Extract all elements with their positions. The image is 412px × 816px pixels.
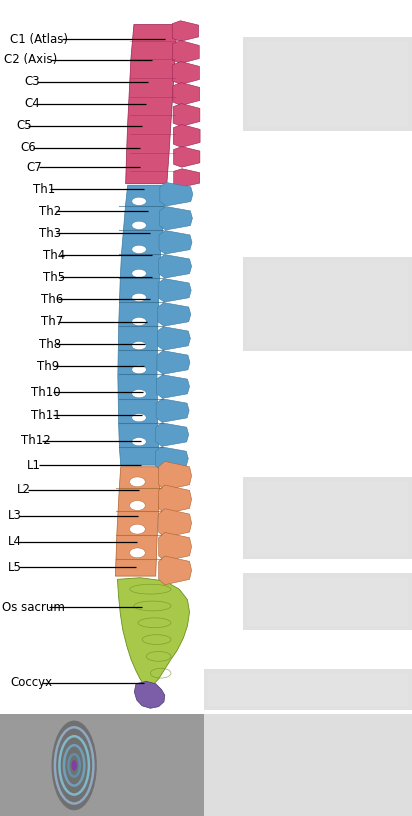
- Polygon shape: [160, 183, 193, 206]
- Text: Th1: Th1: [33, 183, 55, 196]
- Ellipse shape: [129, 477, 145, 486]
- Ellipse shape: [132, 366, 146, 374]
- Text: Th10: Th10: [31, 386, 61, 399]
- Polygon shape: [157, 326, 190, 350]
- Polygon shape: [156, 423, 189, 446]
- Text: C6: C6: [21, 141, 36, 154]
- Text: C4: C4: [25, 97, 40, 110]
- Polygon shape: [159, 255, 192, 278]
- Text: Th7: Th7: [41, 315, 63, 328]
- Text: L4: L4: [7, 535, 21, 548]
- Text: L3: L3: [7, 509, 21, 522]
- Polygon shape: [159, 231, 192, 254]
- Text: C7: C7: [27, 161, 42, 174]
- Text: C2 (Axis): C2 (Axis): [4, 53, 57, 66]
- Polygon shape: [126, 24, 177, 184]
- Ellipse shape: [129, 500, 145, 511]
- Polygon shape: [157, 351, 190, 375]
- Text: L5: L5: [7, 561, 21, 574]
- Polygon shape: [118, 185, 167, 465]
- Circle shape: [52, 721, 97, 810]
- Polygon shape: [159, 508, 192, 538]
- Polygon shape: [155, 447, 188, 470]
- Polygon shape: [157, 375, 190, 398]
- Text: L1: L1: [27, 459, 41, 472]
- Polygon shape: [173, 147, 200, 167]
- Polygon shape: [115, 467, 161, 576]
- Ellipse shape: [132, 197, 146, 206]
- Ellipse shape: [132, 341, 146, 349]
- Text: Th3: Th3: [39, 227, 61, 240]
- Polygon shape: [159, 461, 192, 490]
- Polygon shape: [158, 278, 191, 302]
- Circle shape: [71, 760, 77, 771]
- Bar: [247, 481, 408, 555]
- Text: Th4: Th4: [43, 249, 66, 262]
- Bar: [247, 577, 408, 626]
- Bar: [247, 41, 408, 126]
- Bar: [204, 669, 412, 710]
- Polygon shape: [172, 20, 199, 42]
- Polygon shape: [173, 82, 200, 105]
- Bar: [0, 714, 204, 816]
- Ellipse shape: [132, 294, 146, 302]
- Text: C1 (Atlas): C1 (Atlas): [10, 33, 68, 46]
- Text: Th9: Th9: [37, 360, 59, 373]
- Text: Th5: Th5: [43, 271, 66, 284]
- Text: C5: C5: [16, 119, 32, 132]
- Polygon shape: [159, 532, 192, 561]
- Ellipse shape: [132, 246, 146, 254]
- Polygon shape: [173, 61, 199, 84]
- Polygon shape: [156, 399, 189, 422]
- Polygon shape: [173, 104, 200, 126]
- Bar: [243, 37, 412, 131]
- Polygon shape: [134, 681, 165, 708]
- Polygon shape: [174, 169, 200, 187]
- Ellipse shape: [132, 389, 146, 397]
- Ellipse shape: [132, 437, 146, 446]
- Text: Th6: Th6: [41, 293, 63, 306]
- Ellipse shape: [132, 269, 146, 277]
- Polygon shape: [158, 303, 191, 326]
- Bar: [208, 673, 408, 706]
- Ellipse shape: [129, 548, 145, 558]
- Text: Os sacrum: Os sacrum: [2, 601, 65, 614]
- Polygon shape: [117, 578, 190, 687]
- Polygon shape: [173, 41, 199, 64]
- Bar: [243, 477, 412, 559]
- Text: Th12: Th12: [21, 434, 50, 447]
- Text: Th8: Th8: [39, 338, 61, 351]
- Bar: [243, 573, 412, 630]
- Ellipse shape: [132, 317, 146, 326]
- Bar: [243, 257, 412, 351]
- Text: Th11: Th11: [31, 409, 61, 422]
- Bar: [204, 714, 412, 816]
- Text: C3: C3: [25, 75, 40, 88]
- Ellipse shape: [132, 221, 146, 229]
- Text: Th2: Th2: [39, 205, 61, 218]
- Polygon shape: [159, 556, 192, 585]
- Text: L2: L2: [16, 483, 30, 496]
- Ellipse shape: [132, 414, 146, 422]
- Text: Coccyx: Coccyx: [10, 676, 52, 690]
- Ellipse shape: [129, 524, 145, 534]
- Polygon shape: [159, 206, 192, 230]
- Polygon shape: [173, 125, 200, 148]
- Polygon shape: [159, 485, 192, 514]
- Bar: [247, 261, 408, 347]
